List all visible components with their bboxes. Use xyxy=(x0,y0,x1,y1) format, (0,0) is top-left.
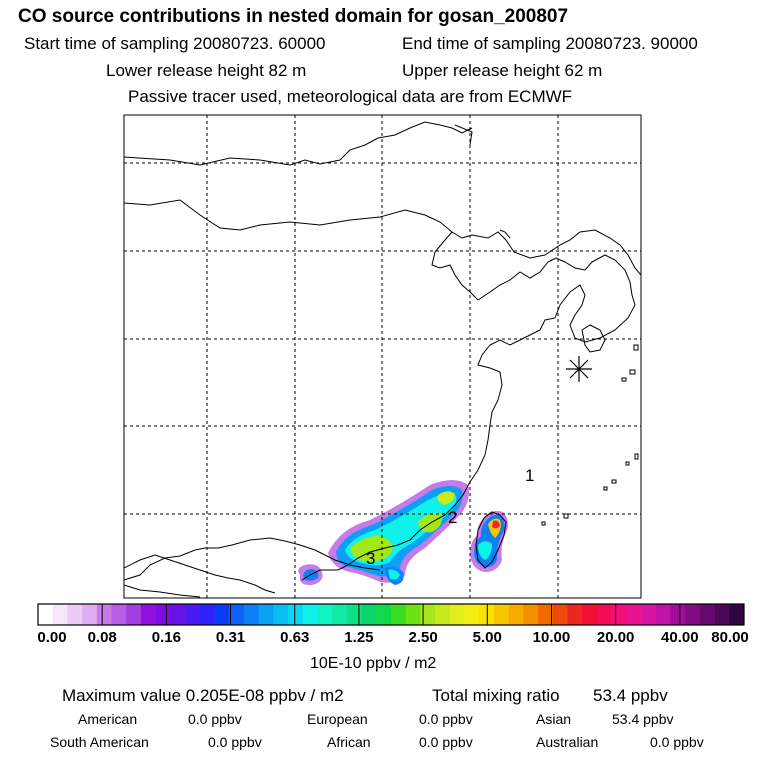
colorbar-tick-label: 0.16 xyxy=(151,629,181,646)
colorbar-cell xyxy=(435,604,451,625)
colorbar-cell xyxy=(38,604,54,625)
colorbar-cell xyxy=(199,604,215,625)
source-label-3: 3 xyxy=(366,549,375,568)
colorbar-tick-label: 1.25 xyxy=(344,629,374,646)
colorbar-cell xyxy=(611,604,627,625)
colorbar-cell xyxy=(670,604,686,625)
colorbar-cell xyxy=(243,604,259,625)
colorbar-cell xyxy=(376,604,392,625)
colorbar-cell xyxy=(170,604,186,625)
colorbar-cell xyxy=(111,604,127,625)
tracer-note: Passive tracer used, meteorological data… xyxy=(128,87,573,106)
colorbar-cell xyxy=(493,604,509,625)
region-name: South American xyxy=(50,734,149,750)
colorbar-cell xyxy=(567,604,583,625)
colorbar-cell xyxy=(714,604,730,625)
colorbar-cell xyxy=(699,604,715,625)
colorbar-cell xyxy=(361,604,377,625)
colorbar-cell xyxy=(302,604,318,625)
colorbar-cell xyxy=(214,604,230,625)
lat-lon-grid xyxy=(124,115,641,598)
colorbar-units: 10E-10 ppbv / m2 xyxy=(310,655,437,672)
concentration-plume-main xyxy=(298,480,469,586)
colorbar-cell xyxy=(420,604,436,625)
colorbar-tick-label: 80.00 xyxy=(711,629,749,646)
colorbar-cell xyxy=(685,604,701,625)
maximum-value-label: Maximum value xyxy=(62,686,182,705)
colorbar-tick-label: 0.08 xyxy=(87,629,117,646)
colorbar-cell xyxy=(552,604,568,625)
colorbar-cell xyxy=(273,604,289,625)
region-value: 0.0 ppbv xyxy=(188,711,242,727)
colorbar-tick-label: 0.00 xyxy=(37,629,67,646)
colorbar-cell xyxy=(96,604,112,625)
upper-height-label: Upper release height 62 m xyxy=(402,61,603,80)
region-value: 0.0 ppbv xyxy=(650,734,704,750)
source-label-2: 2 xyxy=(448,508,457,527)
colorbar-cell xyxy=(582,604,598,625)
colorbar-cell xyxy=(155,604,171,625)
colorbar-cell xyxy=(626,604,642,625)
colorbar-cell xyxy=(391,604,407,625)
colorbar-cell xyxy=(317,604,333,625)
region-value: 0.0 ppbv xyxy=(419,711,473,727)
map-frame xyxy=(123,114,642,599)
colorbar xyxy=(37,603,745,626)
lower-height-label: Lower release height 82 m xyxy=(106,61,307,80)
total-mixing-ratio-value: 53.4 ppbv xyxy=(593,686,668,705)
maximum-value: 0.205E-08 ppbv / m2 xyxy=(185,686,344,705)
colorbar-tick-label: 0.31 xyxy=(215,629,246,646)
region-value: 0.0 ppbv xyxy=(208,734,262,750)
colorbar-cell xyxy=(126,604,142,625)
colorbar-cell xyxy=(346,604,362,625)
colorbar-cell xyxy=(67,604,83,625)
start-time-label: Start time of sampling 20080723. 60000 xyxy=(24,34,326,53)
asterisk-icon xyxy=(566,356,592,382)
end-time-label: End time of sampling 20080723. 90000 xyxy=(402,34,698,53)
region-name: Asian xyxy=(536,711,572,727)
colorbar-cell xyxy=(655,604,671,625)
colorbar-frame xyxy=(37,603,745,626)
colorbar-tick-label: 10.00 xyxy=(532,629,571,646)
region-name: Australian xyxy=(536,734,599,750)
region-value: 53.4 ppbv xyxy=(612,711,674,727)
colorbar-tick-label: 2.50 xyxy=(408,629,438,646)
colorbar-cell xyxy=(479,604,495,625)
colorbar-cell xyxy=(82,604,98,625)
colorbar-tick-label: 40.00 xyxy=(661,629,699,646)
total-mixing-ratio-label: Total mixing ratio xyxy=(432,686,560,705)
colorbar-cell xyxy=(405,604,421,625)
colorbar-cell xyxy=(464,604,480,625)
colorbar-cell xyxy=(185,604,201,625)
region-name: African xyxy=(327,734,371,750)
colorbar-cell xyxy=(523,604,539,625)
total-mixing-ratio-line: Total mixing ratio 53.4 ppbv xyxy=(432,686,668,706)
colorbar-tick-label: 20.00 xyxy=(596,629,635,646)
colorbar-tick-label: 5.00 xyxy=(472,629,502,646)
source-label-1: 1 xyxy=(525,466,534,485)
maximum-value-line: Maximum value 0.205E-08 ppbv / m2 xyxy=(62,686,344,706)
colorbar-cell xyxy=(288,604,304,625)
islands xyxy=(541,344,639,526)
colorbar-cell xyxy=(729,604,745,625)
chart-title: CO source contributions in nested domain… xyxy=(18,6,569,27)
colorbar-tick-label: 0.63 xyxy=(280,629,310,646)
colorbar-cell xyxy=(52,604,68,625)
colorbar-cell xyxy=(641,604,657,625)
colorbar-cell xyxy=(332,604,348,625)
region-name: American xyxy=(78,711,138,727)
colorbar-cell xyxy=(140,604,156,625)
colorbar-cell xyxy=(449,604,465,625)
colorbar-cell xyxy=(538,604,554,625)
colorbar-cell xyxy=(508,604,524,625)
colorbar-cell xyxy=(596,604,612,625)
colorbar-cell xyxy=(229,604,245,625)
region-name: European xyxy=(307,711,368,727)
colorbar-cell xyxy=(258,604,274,625)
region-value: 0.0 ppbv xyxy=(419,734,473,750)
